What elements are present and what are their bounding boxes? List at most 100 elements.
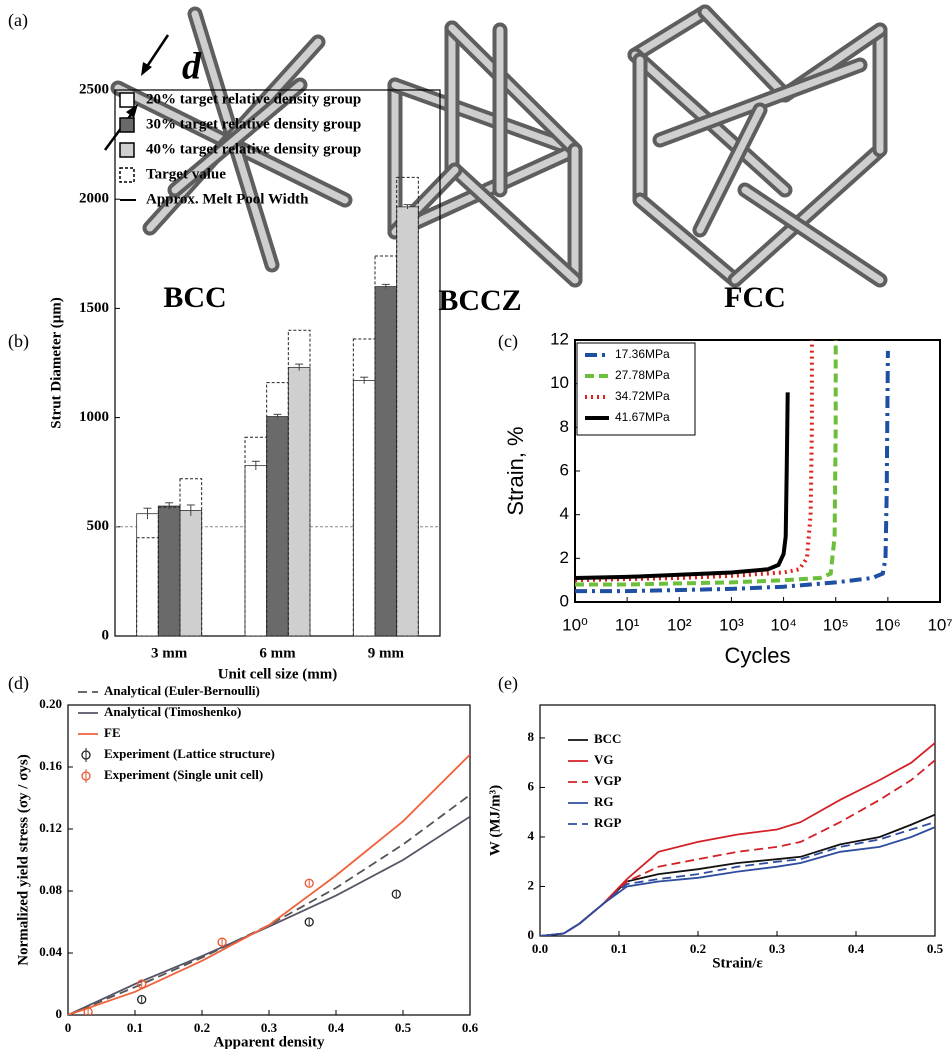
x-tick-label: 10³ (719, 615, 744, 634)
y-tick-label: 1000 (79, 409, 109, 425)
x-axis-label: Cycles (724, 643, 790, 668)
lattice-drawings (110, 4, 888, 288)
y-tick-label: 0.20 (39, 696, 62, 711)
x-tick-label: 10⁷ (927, 615, 952, 634)
y-tick-label: 0 (56, 1006, 63, 1021)
y-tick-label: 4 (528, 828, 535, 843)
line (575, 392, 790, 580)
strut-highlight (391, 81, 579, 154)
plot-area (540, 742, 935, 936)
bar (374, 286, 398, 637)
panel-label: (e) (498, 673, 518, 694)
structure-label: BCCZ (438, 284, 521, 317)
legend-label: Analytical (Timoshenko) (104, 704, 241, 719)
legend-label: RGP (594, 815, 622, 830)
strut-highlight (741, 186, 884, 284)
y-axis-label: Strut Diameter (μm) (48, 297, 64, 429)
strut-highlight (636, 196, 739, 284)
line (575, 350, 890, 594)
legend-label: 40% target relative density group (146, 141, 361, 157)
bar (136, 513, 159, 637)
strut-highlight (451, 166, 579, 284)
marker (217, 937, 227, 947)
target-box (179, 478, 203, 637)
legend-label: FE (104, 725, 121, 740)
x-tick-label: 10⁶ (875, 615, 901, 634)
target-box (287, 329, 311, 637)
x-axis-label: Apparent density (214, 1034, 325, 1049)
y-tick-label: 2 (528, 877, 535, 892)
y-tick-label: 0 (102, 627, 110, 643)
arrowhead (141, 62, 152, 76)
legend-label: 34.72MPa (615, 389, 670, 403)
line (540, 826, 935, 936)
plot-area (68, 753, 470, 1015)
x-tick-label: 9 mm (368, 645, 405, 661)
legend-label: 30% target relative density group (146, 116, 361, 132)
bar (396, 206, 419, 637)
plot-frame (539, 704, 936, 937)
y-tick-label: 500 (87, 518, 110, 534)
strut-highlight (448, 24, 579, 154)
plot-area (575, 340, 890, 594)
y-tick-label: 6 (560, 460, 569, 479)
legend-label: 20% target relative density group (146, 91, 361, 107)
legend-swatch (119, 167, 135, 183)
x-axis-label: Strain/ε (712, 955, 763, 971)
strut-highlight (701, 8, 789, 99)
y-tick-label: 10 (550, 373, 569, 392)
target-box (396, 176, 419, 637)
x-tick-label: 0.2 (194, 1020, 210, 1035)
line (540, 821, 935, 936)
arrowhead (126, 104, 138, 118)
dimension-arrow (144, 34, 170, 69)
marker (137, 979, 147, 989)
panel-label: (a) (8, 10, 28, 31)
y-tick-label: 4 (560, 504, 569, 523)
line (575, 340, 814, 583)
strut-highlight (731, 146, 884, 284)
marker (83, 1007, 93, 1015)
line (540, 813, 935, 936)
line (68, 815, 470, 1015)
x-tick-label: 0.3 (769, 941, 786, 956)
marker (304, 917, 314, 927)
legend-swatch (119, 117, 135, 133)
x-tick-label: 0.5 (395, 1020, 412, 1035)
strut-highlight (696, 106, 764, 234)
bar (287, 366, 311, 637)
legend-label: 41.67MPa (615, 410, 670, 424)
legend-label: 17.36MPa (615, 347, 670, 361)
legend-label: RG (594, 794, 614, 809)
x-tick-label: 3 mm (151, 645, 188, 661)
legend-swatch (119, 92, 135, 108)
bar (179, 510, 203, 637)
legend-label: Analytical (Euler-Bernoulli) (104, 683, 260, 698)
target-box (266, 382, 289, 637)
y-tick-label: 8 (560, 417, 569, 436)
legend-label: VGP (594, 773, 622, 788)
strut-highlight (631, 8, 709, 59)
x-tick-label: 10⁴ (770, 615, 796, 634)
x-tick-label: 0.4 (328, 1020, 345, 1035)
x-axis-label: Unit cell size (mm) (218, 666, 338, 682)
marker (391, 889, 401, 899)
x-tick-label: 0.2 (690, 941, 706, 956)
y-tick-label: 8 (528, 729, 535, 744)
x-tick-label: 10¹ (615, 615, 640, 634)
legend-label: Experiment (Lattice structure) (104, 746, 275, 761)
legend-label: Approx. Melt Pool Width (146, 191, 309, 207)
panel-label: (d) (8, 673, 29, 694)
bar (352, 380, 376, 637)
y-axis-label: Normalized yield stress (σy / σys) (15, 754, 31, 965)
y-tick-label: 2500 (79, 81, 109, 97)
x-tick-label: 0.5 (927, 941, 944, 956)
legend-label: Target value (146, 166, 226, 182)
panel-label: (b) (8, 331, 29, 352)
bar (266, 416, 289, 637)
x-tick-label: 10² (667, 615, 692, 634)
strut-highlight (656, 61, 864, 144)
x-tick-label: 0.6 (462, 1020, 479, 1035)
panel-label: (c) (498, 331, 518, 352)
